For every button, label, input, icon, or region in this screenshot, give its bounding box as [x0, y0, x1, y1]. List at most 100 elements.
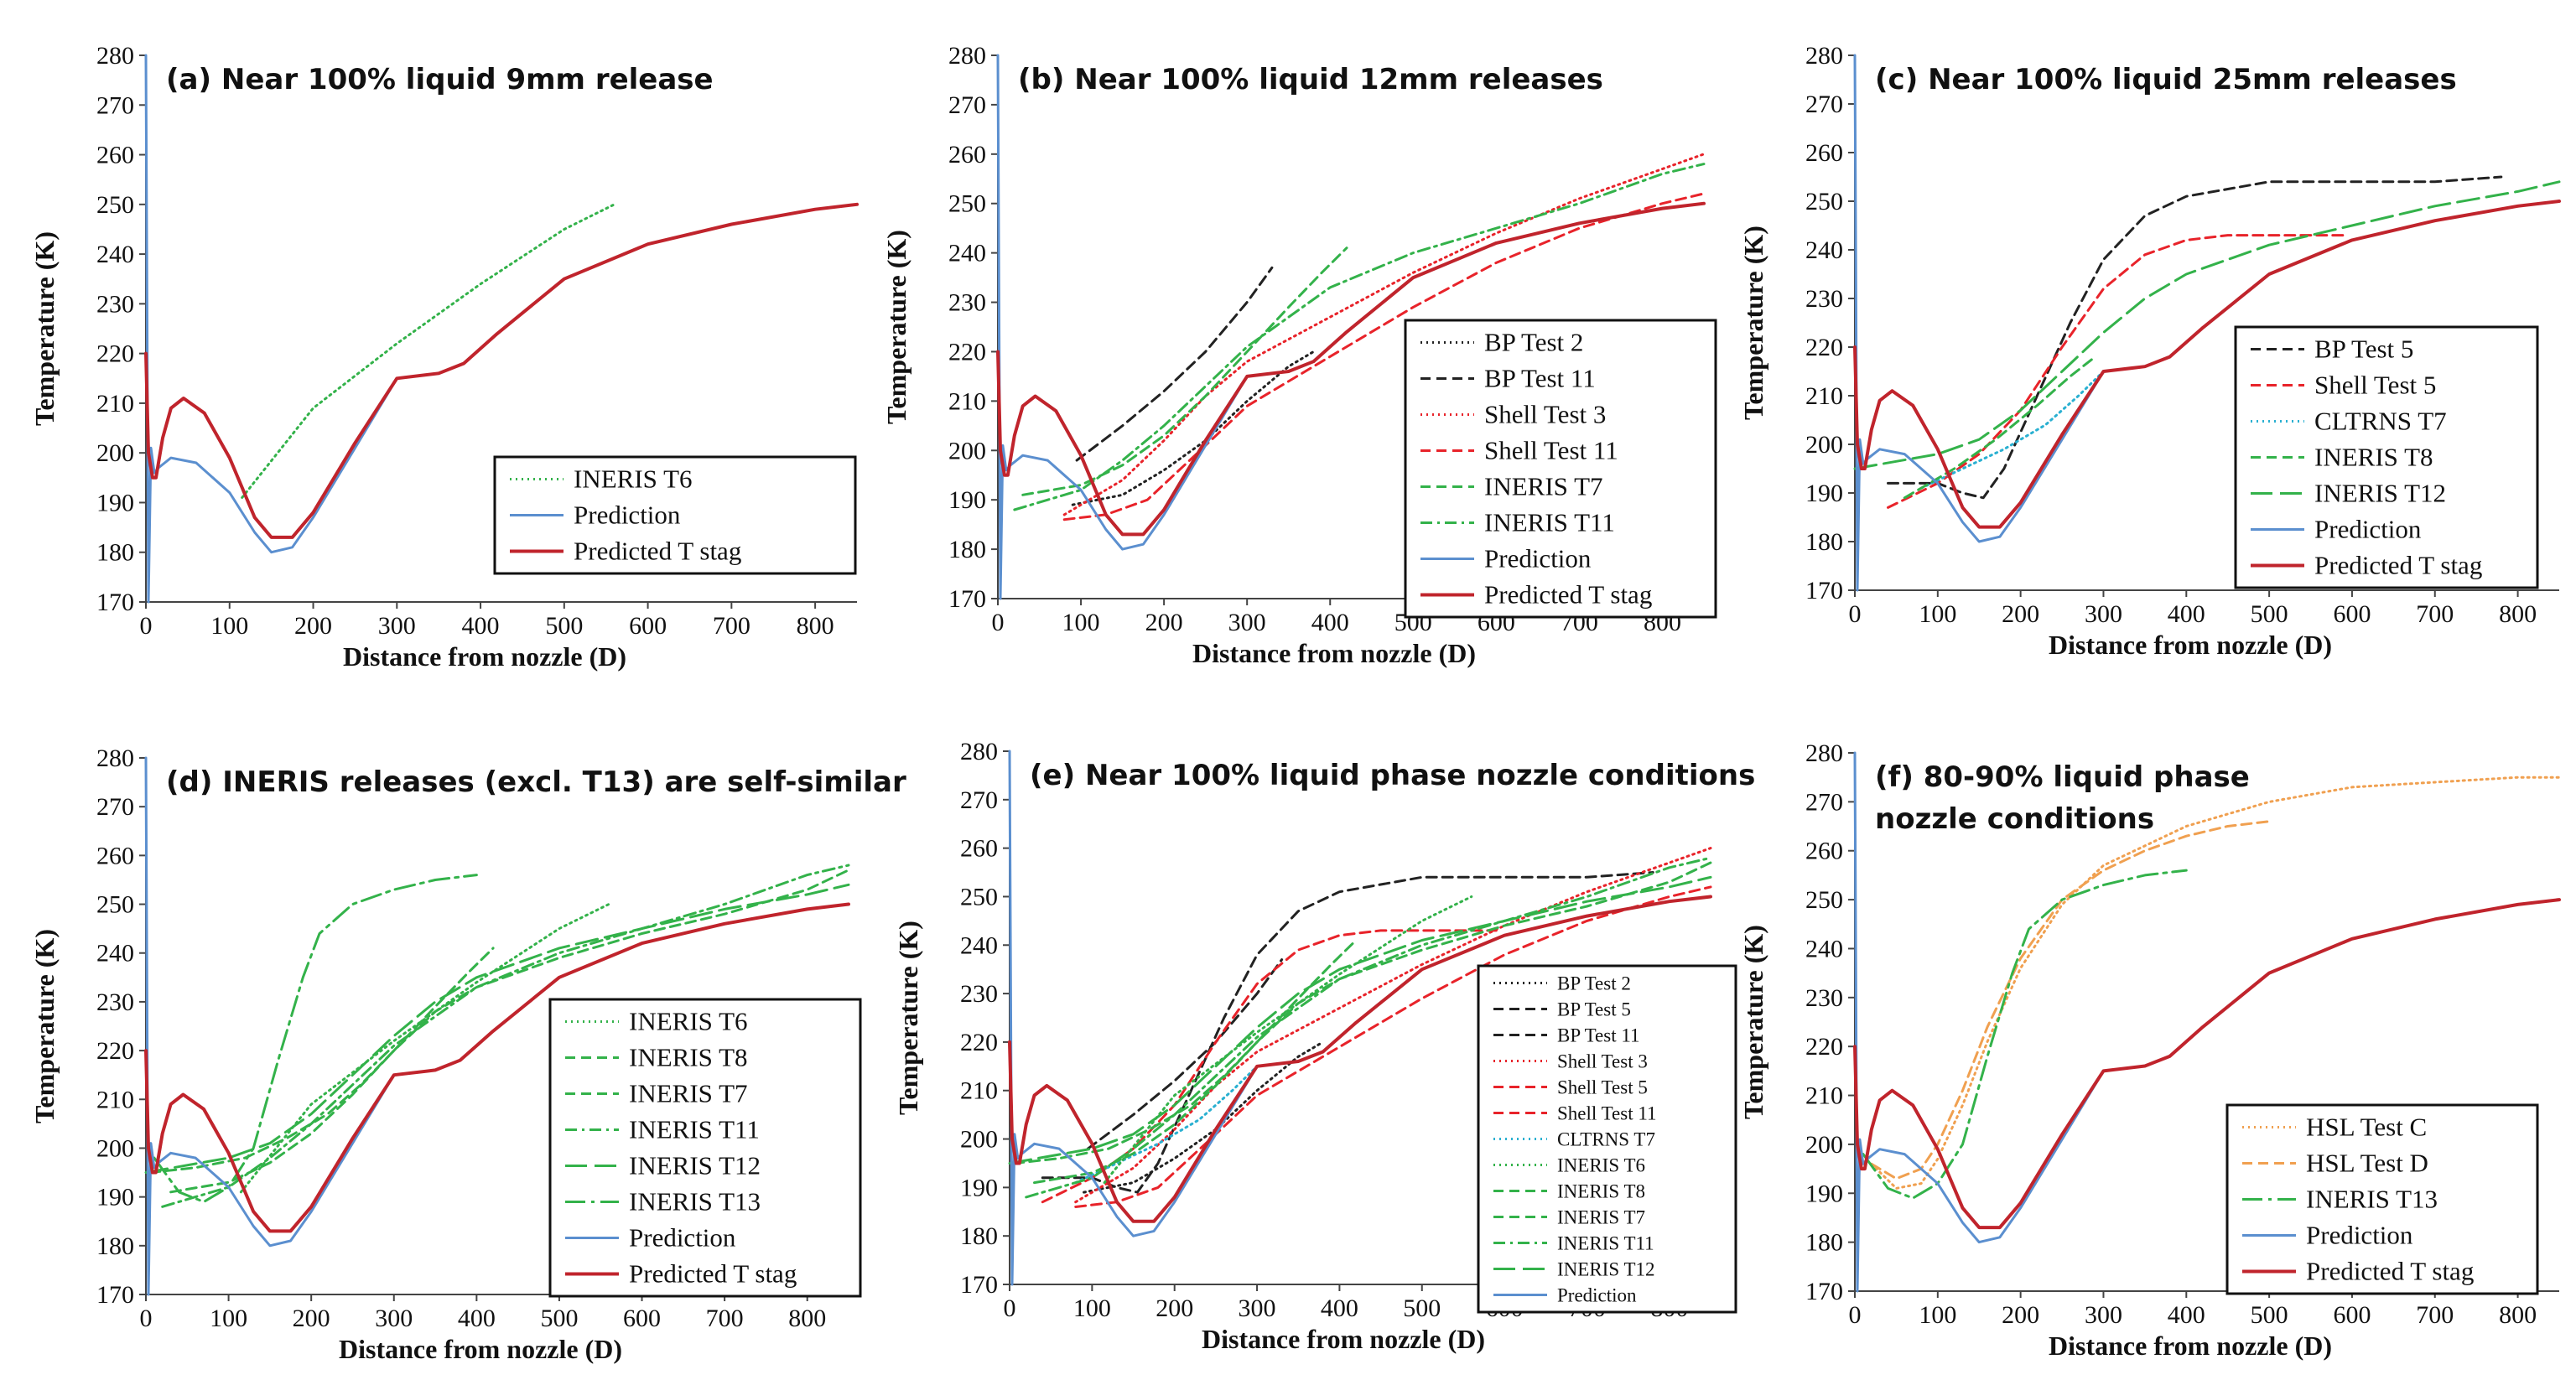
- x-tick-label: 100: [210, 1305, 247, 1332]
- panel-e: 170 180 190 200 210 220 230 240 250 260 270 280 0 100…: [893, 738, 1755, 1354]
- y-tick-label: 220: [1805, 1033, 1843, 1061]
- y-tick-label: 240: [948, 240, 986, 267]
- legend-label: INERIS T8: [629, 1043, 748, 1072]
- y-tick-label: 210: [960, 1077, 998, 1105]
- series-line: [1919, 370, 2105, 490]
- y-tick-label: 200: [948, 437, 986, 464]
- x-tick-label: 600: [623, 1305, 661, 1332]
- series-line: [1903, 355, 2097, 500]
- series-line: [1013, 163, 1706, 511]
- panel-title: (c) Near 100% liquid 25mm releases: [1875, 63, 2457, 96]
- series-line: [1025, 856, 1712, 1199]
- y-tick-label: 220: [948, 338, 986, 366]
- y-tick-label: 180: [1805, 1229, 1843, 1257]
- x-tick-label: 400: [2168, 600, 2205, 628]
- x-tick-label: 800: [2499, 600, 2537, 628]
- x-axis-label: Distance from nozzle (D): [2049, 630, 2332, 660]
- y-tick-label: 250: [948, 190, 986, 218]
- y-axis-label: Temperature (K): [1738, 925, 1768, 1119]
- y-axis-label: Temperature (K): [29, 929, 60, 1123]
- x-tick-label: 200: [2002, 1301, 2039, 1329]
- y-tick-label: 260: [1805, 838, 1843, 865]
- x-tick-label: 0: [1849, 600, 1862, 628]
- series-line: [1853, 898, 2561, 1230]
- series-line: [144, 883, 850, 1174]
- y-tick-label: 180: [1805, 528, 1843, 556]
- y-tick-label: 240: [960, 931, 998, 959]
- legend-label: HSL Test C: [2306, 1113, 2427, 1142]
- series-line: [1033, 939, 1358, 1185]
- x-tick-label: 500: [545, 612, 583, 640]
- series-line: [1008, 875, 1712, 1165]
- legend-label: INERIS T11: [1484, 508, 1615, 537]
- x-tick-label: 300: [2085, 600, 2122, 628]
- y-tick-label: 260: [1805, 139, 1843, 167]
- legend-label: INERIS T11: [629, 1115, 760, 1144]
- panel-title: (a) Near 100% liquid 9mm release: [166, 63, 714, 96]
- x-axis-label: Distance from nozzle (D): [1192, 638, 1476, 668]
- legend-label: BP Test 11: [1557, 1025, 1640, 1046]
- x-tick-label: 0: [140, 1305, 153, 1332]
- legend-label: BP Test 11: [1484, 364, 1596, 393]
- legend-label: INERIS T6: [1557, 1155, 1645, 1176]
- series-line: [239, 903, 610, 1194]
- panel-title-line2: nozzle conditions: [1875, 802, 2154, 836]
- series-line: [1086, 958, 1284, 1150]
- legend-label: Prediction: [2306, 1221, 2413, 1250]
- panel-title: (f) 80-90% liquid phase: [1875, 760, 2250, 794]
- legend-label: Predicted T stag: [629, 1259, 797, 1289]
- x-tick-label: 200: [294, 612, 332, 640]
- y-tick-label: 220: [96, 340, 134, 368]
- y-tick-label: 220: [1805, 334, 1843, 361]
- legend-label: HSL Test D: [2306, 1149, 2428, 1178]
- y-tick-label: 270: [1805, 788, 1843, 816]
- x-tick-label: 400: [1321, 1294, 1358, 1322]
- legend-label: BP Test 2: [1484, 328, 1583, 357]
- x-tick-label: 300: [1239, 1294, 1276, 1322]
- legend-label: BP Test 2: [1557, 973, 1631, 994]
- y-tick-label: 220: [96, 1037, 134, 1065]
- panel-title: (b) Near 100% liquid 12mm releases: [1018, 63, 1603, 96]
- series-line: [1075, 266, 1274, 462]
- y-tick-label: 280: [960, 738, 998, 765]
- series-line: [996, 201, 1706, 537]
- y-tick-label: 200: [960, 1126, 998, 1154]
- y-axis-label: Temperature (K): [881, 230, 911, 424]
- x-tick-label: 100: [210, 612, 248, 640]
- legend-label: INERIS T13: [2306, 1185, 2438, 1214]
- legend-label: INERIS T7: [1557, 1207, 1645, 1228]
- legend-label: Shell Test 5: [1557, 1077, 1648, 1098]
- x-axis-label: Distance from nozzle (D): [1202, 1324, 1485, 1354]
- y-tick-label: 190: [948, 486, 986, 514]
- x-tick-label: 100: [1062, 609, 1100, 636]
- series-line: [1853, 180, 2561, 470]
- x-tick-label: 700: [713, 612, 750, 640]
- y-tick-label: 190: [1805, 480, 1843, 507]
- x-tick-label: 400: [1311, 609, 1349, 636]
- panel-a: 170 180 190 200 210 220 230 240 250 260 270 280 0 100…: [29, 42, 859, 672]
- series-line: [241, 203, 616, 499]
- y-tick-label: 250: [1805, 886, 1843, 914]
- y-tick-label: 250: [960, 883, 998, 910]
- panel-title: (d) INERIS releases (excl. T13) are self…: [166, 765, 906, 799]
- y-tick-label: 270: [960, 786, 998, 814]
- x-tick-label: 100: [1919, 1301, 1956, 1329]
- legend-label: Predicted T stag: [574, 537, 741, 566]
- x-tick-label: 400: [2168, 1301, 2205, 1329]
- y-tick-label: 250: [1805, 188, 1843, 215]
- legend-label: INERIS T7: [1484, 472, 1603, 501]
- series-line: [161, 864, 850, 1208]
- legend-label: INERIS T13: [629, 1187, 761, 1217]
- y-tick-label: 210: [1805, 382, 1843, 410]
- x-axis-label: Distance from nozzle (D): [2049, 1331, 2332, 1361]
- series-line: [1887, 234, 2345, 509]
- y-tick-label: 260: [96, 142, 134, 169]
- y-tick-label: 240: [96, 940, 134, 968]
- x-tick-label: 500: [2251, 600, 2288, 628]
- legend-box: [548, 998, 862, 1298]
- x-tick-label: 800: [2499, 1301, 2537, 1329]
- y-tick-label: 180: [948, 536, 986, 563]
- series-line: [144, 202, 859, 539]
- y-tick-label: 230: [96, 988, 134, 1016]
